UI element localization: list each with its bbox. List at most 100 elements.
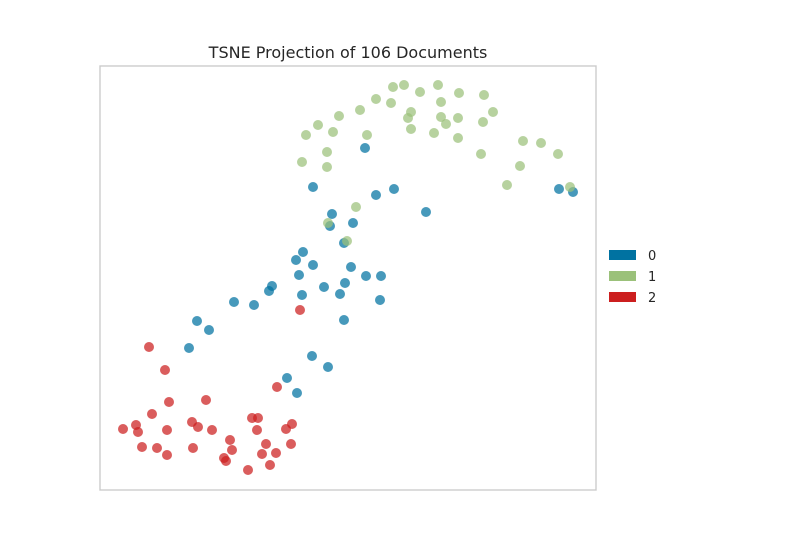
point-series-2-3 [272,382,282,392]
point-series-0-31 [282,373,292,383]
point-series-0-33 [554,184,564,194]
point-series-0-13 [294,270,304,280]
point-series-1-34 [565,182,575,192]
legend: 0 1 2 [609,249,656,306]
point-series-0-2 [389,184,399,194]
point-series-1-5 [479,90,489,100]
legend-entry-0: 0 [609,249,656,264]
point-series-2-20 [261,439,271,449]
point-series-0-24 [249,300,259,310]
point-series-0-11 [308,260,318,270]
points-layer [118,80,578,475]
point-series-1-16 [478,117,488,127]
legend-label-1: 1 [648,270,656,285]
point-series-1-29 [553,149,563,159]
point-series-1-18 [441,119,451,129]
point-series-2-23 [152,443,162,453]
legend-entry-1: 1 [609,270,656,285]
point-series-2-4 [164,397,174,407]
point-series-2-0 [295,305,305,315]
point-series-0-22 [375,295,385,305]
point-series-1-1 [399,80,409,90]
point-series-2-16 [207,425,217,435]
point-series-0-25 [339,315,349,325]
point-series-2-13 [133,427,143,437]
point-series-2-30 [221,456,231,466]
point-series-0-30 [323,362,333,372]
point-series-1-8 [436,97,446,107]
point-series-0-15 [376,271,386,281]
point-series-2-8 [253,413,263,423]
point-series-2-28 [271,448,281,458]
point-series-1-25 [518,136,528,146]
legend-entry-2: 2 [609,291,656,306]
point-series-1-32 [515,161,525,171]
point-series-2-17 [252,425,262,435]
point-series-2-2 [160,365,170,375]
legend-label-2: 2 [648,291,656,306]
point-series-2-18 [281,424,291,434]
point-series-1-20 [328,127,338,137]
point-series-2-6 [147,409,157,419]
point-series-2-31 [265,460,275,470]
point-series-1-0 [388,82,398,92]
point-series-1-13 [403,113,413,123]
point-series-0-26 [192,316,202,326]
point-series-1-30 [297,157,307,167]
point-series-1-24 [453,133,463,143]
point-series-1-27 [322,147,332,157]
point-series-1-33 [502,180,512,190]
point-series-0-5 [421,207,431,217]
point-series-0-27 [204,325,214,335]
point-series-0-32 [292,388,302,398]
point-series-2-24 [188,443,198,453]
point-series-1-37 [342,236,352,246]
point-series-1-21 [362,130,372,140]
point-series-1-28 [476,149,486,159]
legend-swatch-0 [609,250,636,260]
point-series-2-27 [257,449,267,459]
point-series-0-12 [346,262,356,272]
point-series-1-23 [429,128,439,138]
point-series-1-22 [406,124,416,134]
legend-swatch-2 [609,292,636,302]
point-series-1-7 [386,98,396,108]
point-series-1-35 [351,202,361,212]
point-series-2-19 [225,435,235,445]
point-series-0-10 [291,255,301,265]
point-series-2-5 [201,395,211,405]
point-series-1-4 [454,88,464,98]
point-series-0-17 [319,282,329,292]
point-series-0-4 [327,209,337,219]
point-series-2-12 [118,424,128,434]
point-series-0-0 [360,143,370,153]
point-series-2-25 [227,445,237,455]
legend-swatch-1 [609,271,636,281]
point-series-1-3 [415,87,425,97]
point-series-0-3 [371,190,381,200]
plot-frame [99,65,597,491]
point-series-1-9 [355,105,365,115]
point-series-0-9 [298,247,308,257]
point-series-2-26 [162,450,172,460]
chart-title: TSNE Projection of 106 Documents [208,43,488,62]
point-series-1-2 [433,80,443,90]
point-series-2-1 [144,342,154,352]
point-series-2-22 [137,442,147,452]
point-series-1-19 [301,130,311,140]
point-series-0-20 [297,290,307,300]
point-series-0-21 [335,289,345,299]
legend-label-0: 0 [648,249,656,264]
point-series-0-19 [264,286,274,296]
point-series-2-15 [193,422,203,432]
point-series-1-15 [453,113,463,123]
point-series-0-1 [308,182,318,192]
point-series-1-6 [371,94,381,104]
point-series-2-21 [286,439,296,449]
point-series-1-31 [322,162,332,172]
point-series-1-11 [488,107,498,117]
point-series-1-17 [313,120,323,130]
point-series-0-28 [184,343,194,353]
